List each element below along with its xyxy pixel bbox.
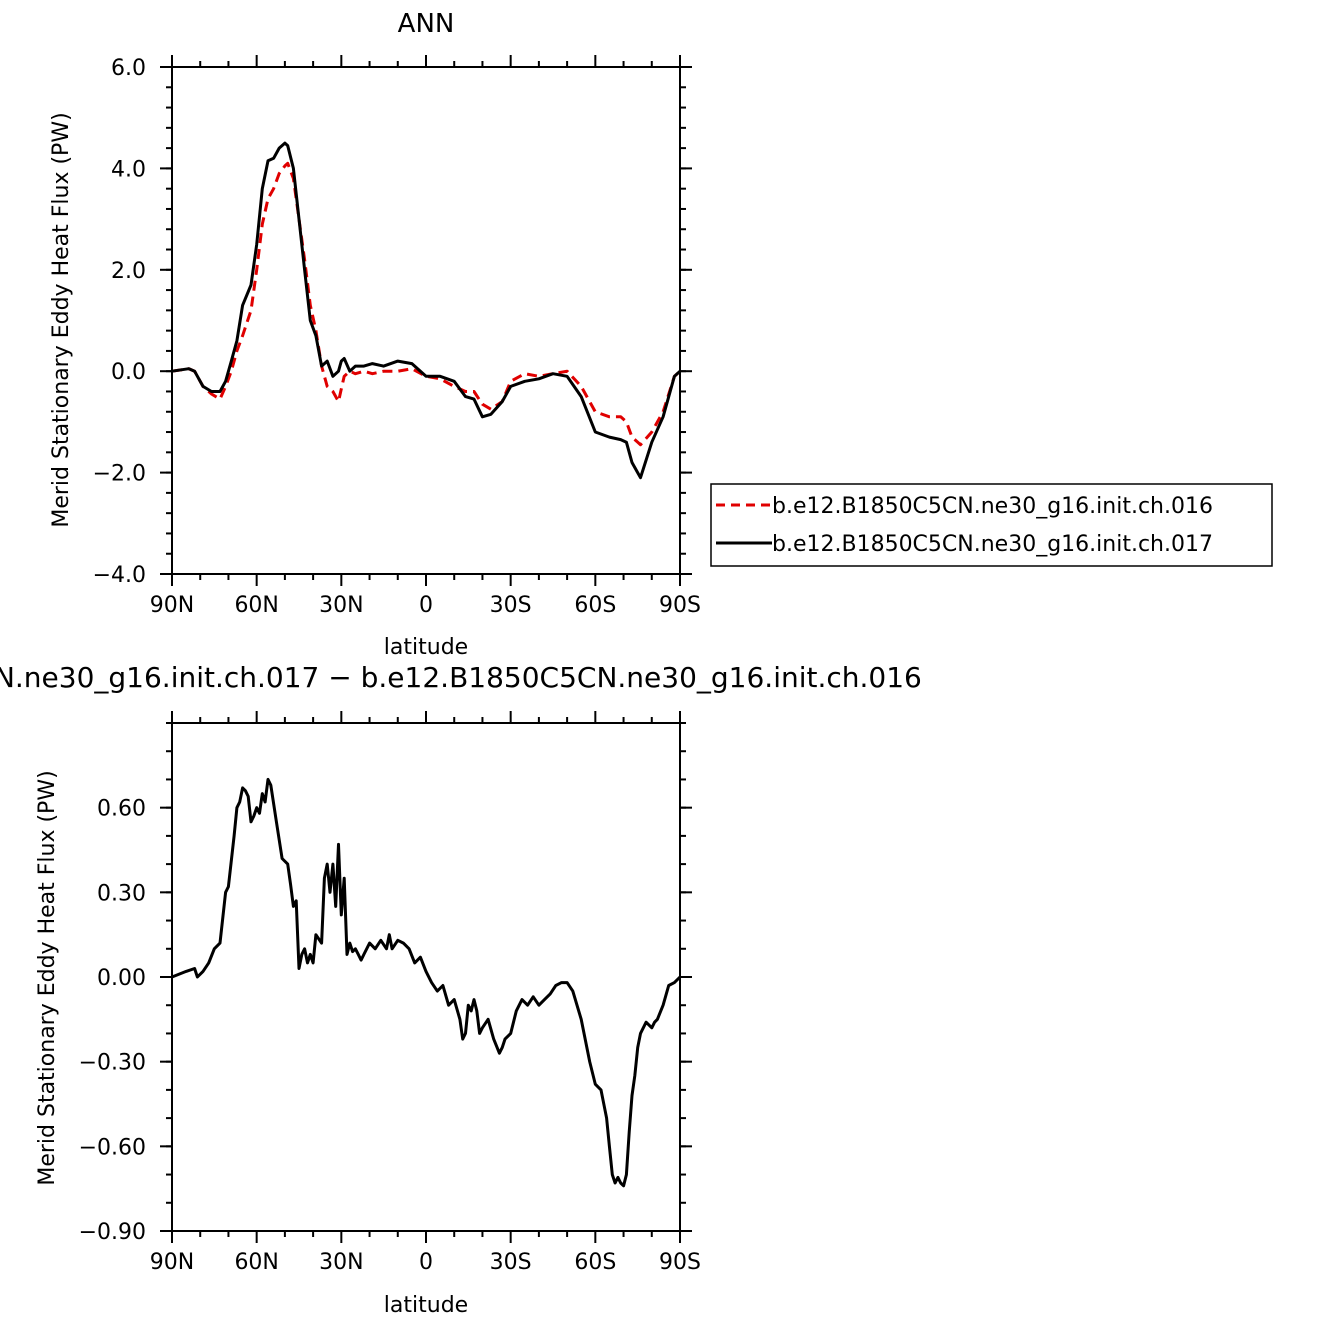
top-panel: ANN 90N 60N 30N 0 30S 60S 90S 6.0 4.0 2.0 0.0 −2.0 −… bbox=[49, 9, 1273, 660]
bottom-series-lines bbox=[171, 777, 682, 1188]
top-x-tick-label: 30S bbox=[490, 593, 532, 618]
top-chart-title: ANN bbox=[398, 9, 455, 39]
top-x-tick-label: 60S bbox=[574, 593, 616, 618]
top-y-tick-label: −2.0 bbox=[93, 462, 146, 487]
top-x-tick-label: 60N bbox=[234, 593, 278, 618]
bottom-panel: b.e12.B1850C5CN.ne30_g16.init.ch.017 − b… bbox=[0, 661, 922, 1318]
bottom-y-tick-label: 0.60 bbox=[97, 797, 146, 822]
bottom-x-tick-label: 30N bbox=[319, 1250, 363, 1275]
top-y-tick-label: −4.0 bbox=[93, 563, 146, 588]
bottom-y-axis-label: Merid Stationary Eddy Heat Flux (PW) bbox=[35, 770, 60, 1185]
bottom-x-tick-label: 90N bbox=[150, 1250, 194, 1275]
legend-box bbox=[710, 483, 1273, 567]
top-y-axis-label: Merid Stationary Eddy Heat Flux (PW) bbox=[49, 112, 74, 527]
bottom-x-tick-label: 60S bbox=[574, 1250, 616, 1275]
bottom-x-tick-label: 0 bbox=[419, 1250, 433, 1275]
top-series-line-1 bbox=[171, 141, 682, 480]
bottom-x-tick-label: 30S bbox=[490, 1250, 532, 1275]
top-y-tick-label: 4.0 bbox=[111, 157, 146, 182]
top-axis-ticks: 90N 60N 30N 0 30S 60S 90S 6.0 4.0 2.0 0.0 −2.0 −4.0 bbox=[93, 55, 701, 618]
top-x-axis-label: latitude bbox=[384, 635, 468, 660]
bottom-y-tick-label: −0.90 bbox=[79, 1220, 146, 1245]
bottom-y-tick-label: −0.60 bbox=[79, 1135, 146, 1160]
top-plot-frame bbox=[171, 66, 681, 575]
top-series-line-0 bbox=[171, 161, 682, 447]
legend: b.e12.B1850C5CN.ne30_g16.init.ch.016 b.e… bbox=[710, 483, 1273, 567]
bottom-plot-frame bbox=[171, 722, 681, 1232]
top-y-tick-label: 6.0 bbox=[111, 56, 146, 81]
top-y-tick-label: 0.0 bbox=[111, 360, 146, 385]
top-x-tick-label: 30N bbox=[319, 593, 363, 618]
bottom-x-axis-label: latitude bbox=[384, 1293, 468, 1318]
bottom-x-tick-label: 60N bbox=[234, 1250, 278, 1275]
top-x-tick-label: 0 bbox=[419, 593, 433, 618]
top-series-lines bbox=[171, 141, 682, 480]
bottom-chart-title: b.e12.B1850C5CN.ne30_g16.init.ch.017 − b… bbox=[0, 661, 922, 694]
legend-label-017: b.e12.B1850C5CN.ne30_g16.init.ch.017 bbox=[772, 532, 1213, 557]
top-x-tick-label: 90S bbox=[659, 593, 701, 618]
bottom-y-tick-label: 0.00 bbox=[97, 966, 146, 991]
bottom-series-line-0 bbox=[171, 777, 682, 1188]
bottom-y-tick-label: 0.30 bbox=[97, 881, 146, 906]
top-y-tick-label: 2.0 bbox=[111, 259, 146, 284]
top-x-tick-label: 90N bbox=[150, 593, 194, 618]
legend-label-016: b.e12.B1850C5CN.ne30_g16.init.ch.016 bbox=[772, 494, 1213, 519]
bottom-axis-ticks: 90N 60N 30N 0 30S 60S 90S 0.60 0.30 0.00 −0.30 −0.6… bbox=[79, 711, 701, 1275]
bottom-y-tick-label: −0.30 bbox=[79, 1051, 146, 1076]
bottom-x-tick-label: 90S bbox=[659, 1250, 701, 1275]
